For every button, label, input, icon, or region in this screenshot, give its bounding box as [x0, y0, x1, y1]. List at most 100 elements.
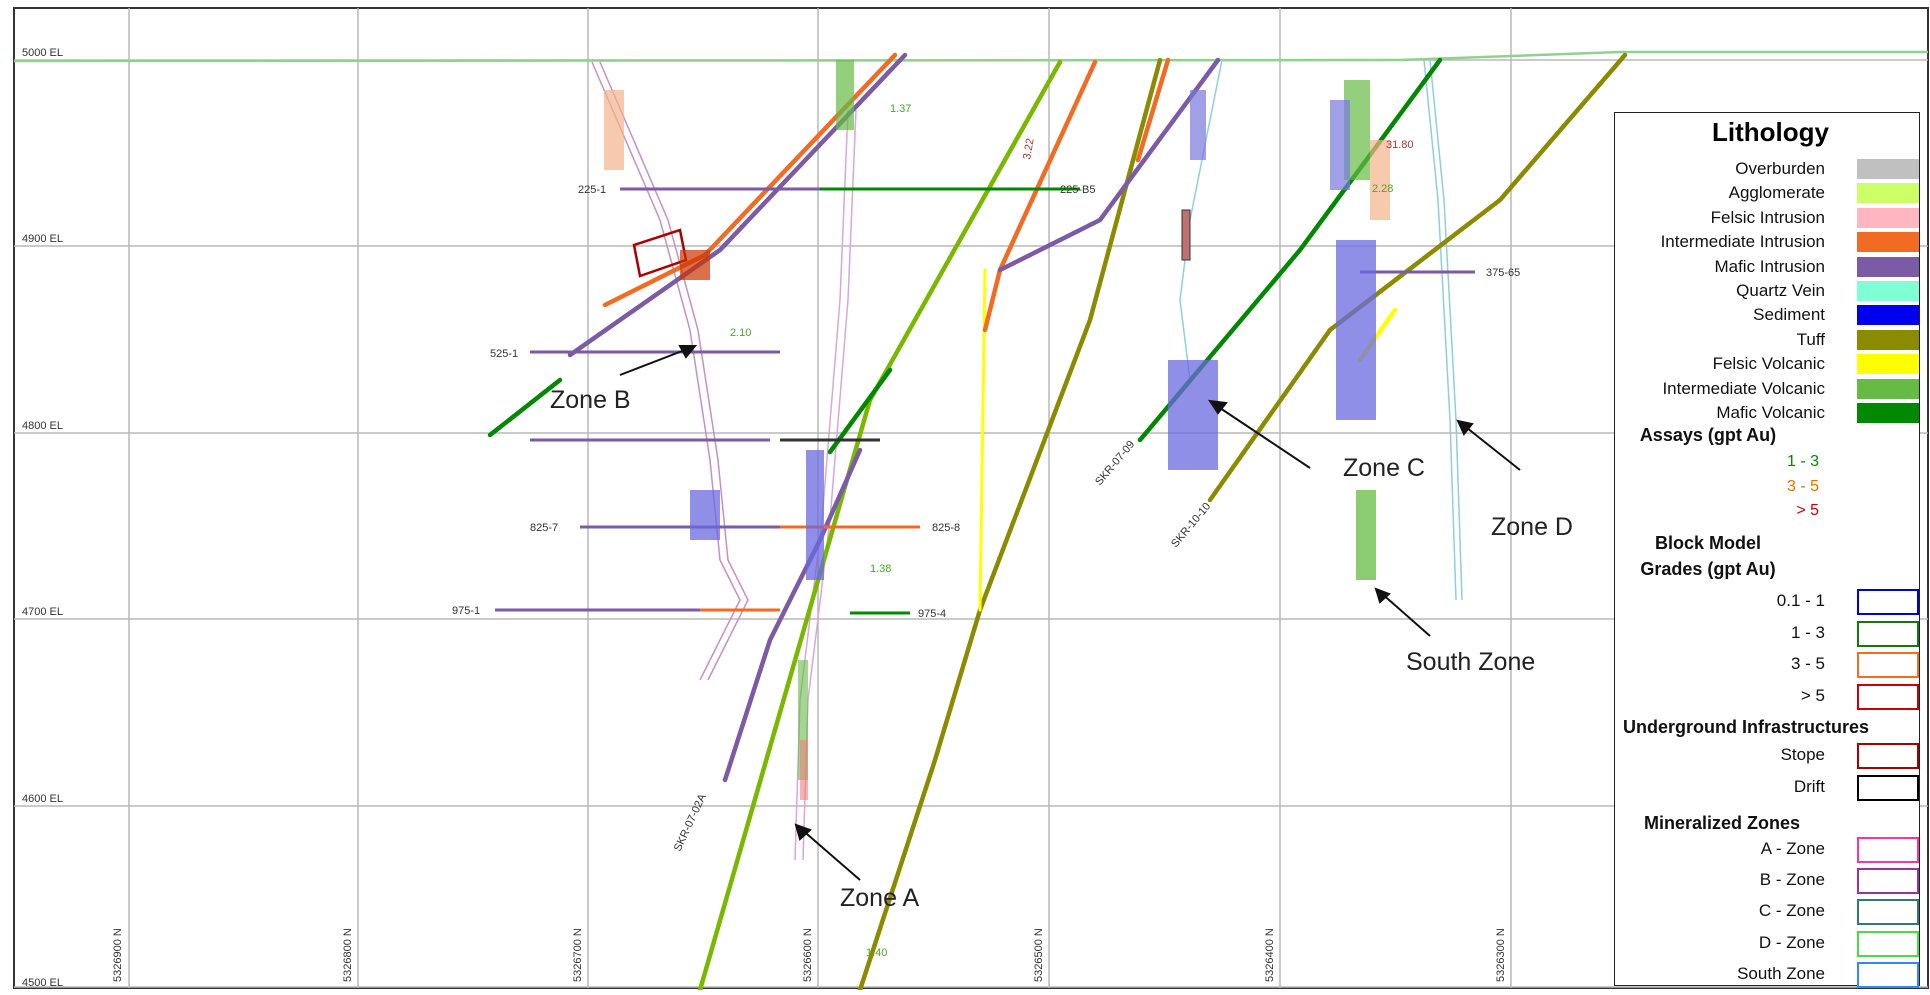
- legend-lithology-title: Lithology: [1712, 117, 1829, 147]
- legend-row-block-0: 0.1 - 1: [1615, 589, 1921, 615]
- hole-label-975-3: 975-4: [918, 608, 946, 620]
- northing-label-5326700: 5326700 N: [572, 928, 584, 982]
- legend-swatch-lithology-6: [1857, 305, 1919, 326]
- legend-swatch-lithology-7: [1857, 329, 1919, 350]
- south-zone-label: South Zone: [1406, 648, 1535, 676]
- legend-row-lithology-5: Quartz Vein: [1615, 279, 1921, 303]
- hole-label-825-7: 825-7: [530, 522, 558, 534]
- northing-label-5326400: 5326400 N: [1264, 928, 1276, 982]
- legend-row-zone-3: D - Zone: [1615, 930, 1921, 957]
- legend-swatch-infra-1: [1857, 774, 1919, 801]
- legend-row-lithology-3: Intermediate Intrusion: [1615, 230, 1921, 254]
- legend-label-lithology-0: Overburden: [1735, 159, 1825, 178]
- legend-label-infra-1: Drift: [1793, 776, 1825, 796]
- northing-label-5326600: 5326600 N: [802, 928, 814, 982]
- legend-swatch-zone-3: [1857, 930, 1919, 957]
- elevation-label-4900: 4900 EL: [22, 233, 63, 245]
- zone-b-label: Zone B: [550, 386, 631, 414]
- legend-row-block-3: > 5: [1615, 683, 1921, 710]
- legend-row-zone-0: A - Zone: [1615, 837, 1921, 863]
- legend-row-infra-0: Stope: [1615, 743, 1921, 769]
- legend-label-block-0: 0.1 - 1: [1776, 591, 1825, 610]
- legend-swatch-lithology-8: [1857, 354, 1919, 375]
- hole-label-975-1: 975-1: [452, 605, 480, 617]
- legend-label-zone-3: D - Zone: [1758, 932, 1825, 952]
- hole-label-525-1: 525-1: [490, 348, 518, 360]
- legend-swatch-lithology-5: [1857, 281, 1919, 301]
- legend-row-zone-4: South Zone: [1615, 961, 1921, 988]
- assay-labels: 1.37 3.22 2.28 31.80 2.10 1.38 1.40: [730, 103, 1414, 959]
- assay-label-6: 31.80: [1386, 139, 1414, 151]
- elevation-labels: 5000 EL 4900 EL 4800 EL 4700 EL 4600 EL …: [22, 47, 63, 989]
- legend-row-lithology-1: Agglomerate: [1615, 181, 1921, 205]
- assay-label-4: 2.28: [1372, 183, 1393, 195]
- drill-hole-skr-07-02a: [722, 447, 863, 783]
- legend-row-zone-1: B - Zone: [1615, 868, 1921, 895]
- legend-label-lithology-10: Mafic Volcanic: [1716, 403, 1825, 422]
- legend-swatch-lithology-4: [1857, 256, 1919, 277]
- drill-hole-8: [487, 377, 563, 438]
- zone-d-outline-2: [1423, 59, 1457, 601]
- legend-assay-1: 3 - 5: [1786, 477, 1819, 495]
- legend-row-lithology-0: Overburden: [1615, 157, 1921, 181]
- zone-b-outline-2: [599, 61, 749, 681]
- legend-swatch-lithology-0: [1857, 159, 1919, 179]
- legend-swatch-zone-2: [1857, 899, 1919, 926]
- legend-label-lithology-2: Felsic Intrusion: [1710, 207, 1825, 227]
- legend-label-lithology-5: Quartz Vein: [1736, 281, 1825, 300]
- legend-label-lithology-6: Sediment: [1753, 305, 1825, 325]
- legend-row-lithology-9: Intermediate Volcanic: [1615, 377, 1921, 401]
- legend-infra-title: Underground Infrastructures: [1623, 717, 1870, 737]
- legend-label-block-3: > 5: [1800, 685, 1825, 705]
- topography-line: [13, 50, 1928, 63]
- legend-swatch-zone-0: [1857, 837, 1919, 863]
- legend-swatch-block-1: [1857, 620, 1919, 647]
- legend-swatch-infra-0: [1857, 743, 1919, 769]
- hole-label-225-b5: 225-B5: [1060, 184, 1095, 196]
- legend-swatch-zone-4: [1857, 961, 1919, 988]
- legend-swatch-block-0: [1857, 589, 1919, 615]
- legend-block-title-2: Grades (gpt Au): [1640, 559, 1776, 579]
- assay-label-11: 1.38: [870, 563, 891, 575]
- legend-swatch-block-3: [1857, 683, 1919, 710]
- block-model-cells: [604, 60, 1390, 800]
- legend-row-lithology-6: Sediment: [1615, 303, 1921, 327]
- legend-label-lithology-7: Tuff: [1796, 329, 1825, 349]
- zone-labels: Zone B Zone C Zone D Zone A South Zone: [550, 386, 1573, 912]
- legend-assay-2: > 5: [1796, 502, 1819, 519]
- zone-arrows: [619, 345, 1521, 881]
- legend-swatch-lithology-3: [1857, 232, 1919, 253]
- underground-holes: [495, 187, 1475, 615]
- legend-label-lithology-4: Mafic Intrusion: [1714, 256, 1825, 276]
- legend-label-lithology-1: Agglomerate: [1728, 183, 1825, 203]
- legend-label-lithology-3: Intermediate Intrusion: [1660, 232, 1825, 252]
- legend-row-lithology-2: Felsic Intrusion: [1615, 206, 1921, 230]
- hole-label-225-1: 225-1: [578, 184, 606, 196]
- zone-c-label: Zone C: [1343, 454, 1425, 482]
- legend-panel: Lithology Overburden Agglomerate Felsic In…: [1614, 112, 1921, 988]
- legend-label-zone-2: C - Zone: [1758, 901, 1825, 921]
- drill-hole-9: [827, 367, 893, 455]
- hole-label-375-65: 375-65: [1486, 267, 1520, 279]
- elevation-label-4800: 4800 EL: [22, 420, 63, 432]
- legend-swatch-lithology-1: [1857, 183, 1919, 204]
- legend-swatch-zone-1: [1857, 868, 1919, 895]
- hole-label-825-8: 825-8: [932, 522, 960, 534]
- elevation-label-4700: 4700 EL: [22, 606, 63, 618]
- legend-label-lithology-8: Felsic Volcanic: [1712, 354, 1825, 374]
- legend-row-lithology-7: Tuff: [1615, 328, 1921, 352]
- legend-swatch-lithology-9: [1857, 378, 1919, 399]
- legend-zones-title: Mineralized Zones: [1643, 813, 1801, 833]
- legend-label-zone-4: South Zone: [1737, 963, 1825, 983]
- assay-label-1: 1.37: [890, 103, 911, 115]
- elevation-label-4600: 4600 EL: [22, 793, 63, 805]
- legend-swatch-block-2: [1857, 652, 1919, 678]
- northing-label-5326900: 5326900 N: [112, 928, 124, 982]
- legend-row-block-2: 3 - 5: [1615, 652, 1921, 678]
- map-frame: [13, 7, 1929, 989]
- legend-row-block-1: 1 - 3: [1615, 620, 1921, 647]
- legend-row-zone-2: C - Zone: [1615, 899, 1921, 926]
- legend-row-lithology-8: Felsic Volcanic: [1615, 352, 1921, 376]
